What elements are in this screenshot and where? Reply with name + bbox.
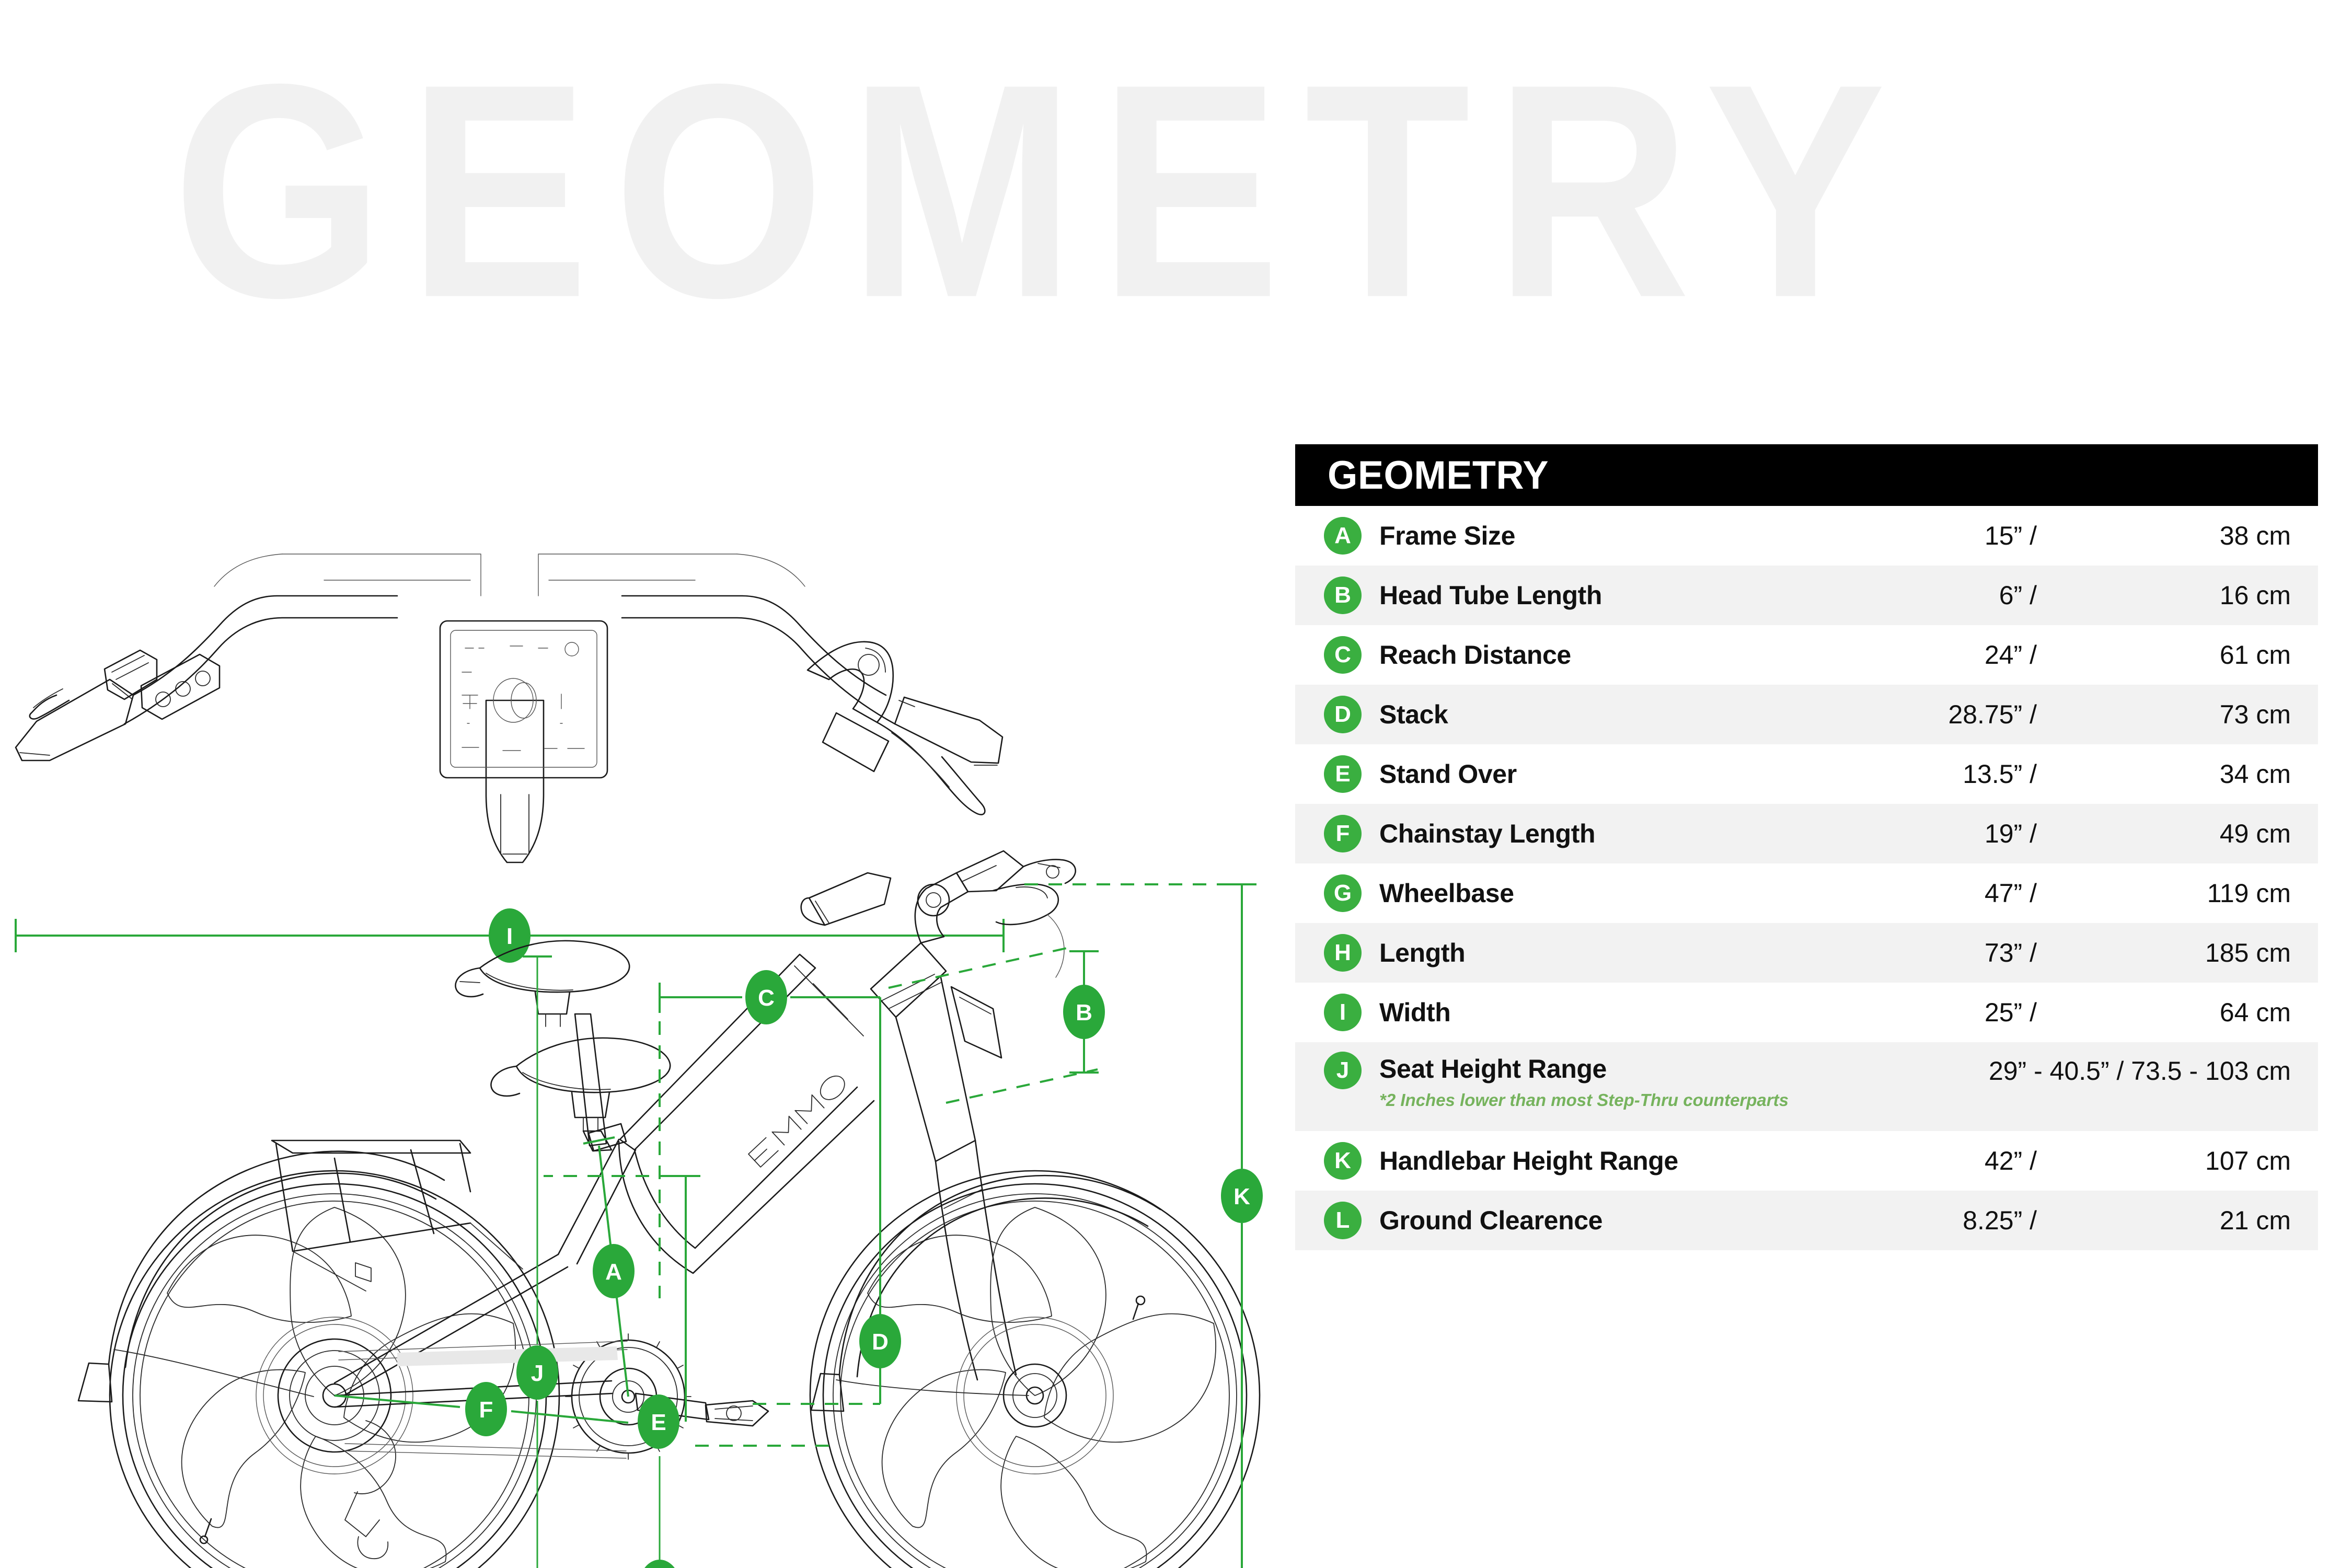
badge-g: G <box>1324 874 1362 912</box>
dimension-a: A <box>583 1136 635 1397</box>
badge-e: E <box>1324 755 1362 793</box>
row-value-range: 29” - 40.5” / 73.5 - 103 cm <box>1988 1056 2291 1086</box>
bike-side-view <box>77 850 1261 1568</box>
dimension-j: J <box>516 955 558 1568</box>
row-value-inches: 13.5” / <box>1963 759 2037 789</box>
spec-table-header: GEOMETRY <box>1295 444 2318 506</box>
rear-wheel <box>109 1170 560 1568</box>
table-row: K Handlebar Height Range 42” / 107 cm <box>1295 1131 2318 1191</box>
dimension-f: F <box>334 1382 629 1436</box>
dimension-e: E <box>544 1175 836 1449</box>
rear-rack <box>271 1139 523 1292</box>
table-row: L Ground Clearence 8.25” / 21 cm <box>1295 1191 2318 1250</box>
table-row: I Width 25” / 64 cm <box>1295 983 2318 1042</box>
row-value-inches: 28.75” / <box>1948 700 2037 729</box>
row-label: Seat Height Range <box>1379 1054 1607 1083</box>
svg-text:F: F <box>479 1397 493 1423</box>
badge-d: D <box>1324 696 1362 733</box>
bike-diagram: I <box>0 335 1281 1568</box>
badge-i: I <box>1324 994 1362 1031</box>
badge-c: C <box>1324 636 1362 674</box>
svg-text:I: I <box>506 924 513 949</box>
spec-table-title: GEOMETRY <box>1328 453 1549 498</box>
row-value-cm: 73 cm <box>2219 700 2291 729</box>
row-label: Stand Over <box>1379 759 1517 789</box>
row-value-inches: 15” / <box>1984 521 2037 550</box>
table-row: F Chainstay Length 19” / 49 cm <box>1295 804 2318 863</box>
row-value-cm: 38 cm <box>2219 521 2291 550</box>
dimension-l: L <box>644 1456 675 1568</box>
row-value-cm: 16 cm <box>2219 581 2291 610</box>
row-value-cm: 34 cm <box>2219 759 2291 789</box>
row-value-cm: 119 cm <box>2207 879 2291 908</box>
dimension-i: I <box>15 908 1005 963</box>
row-value-cm: 107 cm <box>2205 1146 2291 1175</box>
badge-k: K <box>1324 1142 1362 1180</box>
row-value-cm: 185 cm <box>2205 938 2291 967</box>
dimension-c: C <box>659 970 881 1404</box>
table-row: C Reach Distance 24” / 61 cm <box>1295 625 2318 685</box>
row-label: Width <box>1379 998 1451 1027</box>
table-row: D Stack 28.75” / 73 cm <box>1295 685 2318 744</box>
front-wheel <box>809 1170 1261 1568</box>
handlebar-top-view <box>15 554 1004 863</box>
svg-text:A: A <box>605 1259 622 1285</box>
row-label: Ground Clearence <box>1379 1206 1603 1235</box>
saddle-low <box>490 1037 671 1132</box>
table-row: B Head Tube Length 6” / 16 cm <box>1295 566 2318 625</box>
badge-b: B <box>1324 577 1362 614</box>
row-value-inches: 47” / <box>1984 879 2037 908</box>
row-label: Reach Distance <box>1379 640 1571 670</box>
badge-j: J <box>1324 1052 1362 1089</box>
row-label: Wheelbase <box>1379 879 1514 908</box>
svg-text:B: B <box>1076 1000 1092 1025</box>
row-value-inches: 24” / <box>1984 640 2037 670</box>
badge-a: A <box>1324 517 1362 555</box>
dimension-b: B <box>888 946 1105 1104</box>
table-row: A Frame Size 15” / 38 cm <box>1295 506 2318 566</box>
row-value-inches: 42” / <box>1984 1146 2037 1175</box>
badge-l: L <box>1324 1202 1362 1239</box>
row-value-inches: 73” / <box>1984 938 2037 967</box>
row-value-inches: 6” / <box>1999 581 2037 610</box>
table-row: E Stand Over 13.5” / 34 cm <box>1295 744 2318 804</box>
row-label: Frame Size <box>1379 521 1516 550</box>
svg-text:E: E <box>651 1410 666 1435</box>
badge-f: F <box>1324 815 1362 852</box>
dimension-d: D <box>753 997 901 1405</box>
row-label: Stack <box>1379 700 1448 729</box>
svg-text:J: J <box>531 1361 544 1386</box>
row-value-cm: 64 cm <box>2219 998 2291 1027</box>
row-label: Head Tube Length <box>1379 581 1602 610</box>
saddle-high <box>455 940 630 1027</box>
geometry-spec-table: GEOMETRY A Frame Size 15” / 38 cm B Head… <box>1295 444 2318 1250</box>
row-value-cm: 61 cm <box>2219 640 2291 670</box>
row-value-cm: 49 cm <box>2219 819 2291 848</box>
table-row: H Length 73” / 185 cm <box>1295 923 2318 983</box>
row-value-cm: 21 cm <box>2219 1206 2291 1235</box>
row-label: Length <box>1379 938 1466 967</box>
row-label: Chainstay Length <box>1379 819 1596 848</box>
row-footnote: *2 Inches lower than most Step-Thru coun… <box>1379 1090 1789 1110</box>
row-label: Handlebar Height Range <box>1379 1146 1678 1175</box>
table-row: J Seat Height Range *2 Inches lower than… <box>1295 1042 2318 1131</box>
svg-text:D: D <box>872 1329 889 1355</box>
row-value-inches: 19” / <box>1984 819 2037 848</box>
geometry-watermark: GEOMETRY <box>172 21 1910 361</box>
svg-text:K: K <box>1233 1184 1250 1209</box>
svg-text:C: C <box>758 985 775 1011</box>
frame <box>333 850 1076 1408</box>
dimension-k: K <box>1024 883 1263 1568</box>
row-value-inches: 8.25” / <box>1963 1206 2037 1235</box>
table-row: G Wheelbase 47” / 119 cm <box>1295 863 2318 923</box>
row-value-inches: 25” / <box>1984 998 2037 1027</box>
badge-h: H <box>1324 934 1362 972</box>
